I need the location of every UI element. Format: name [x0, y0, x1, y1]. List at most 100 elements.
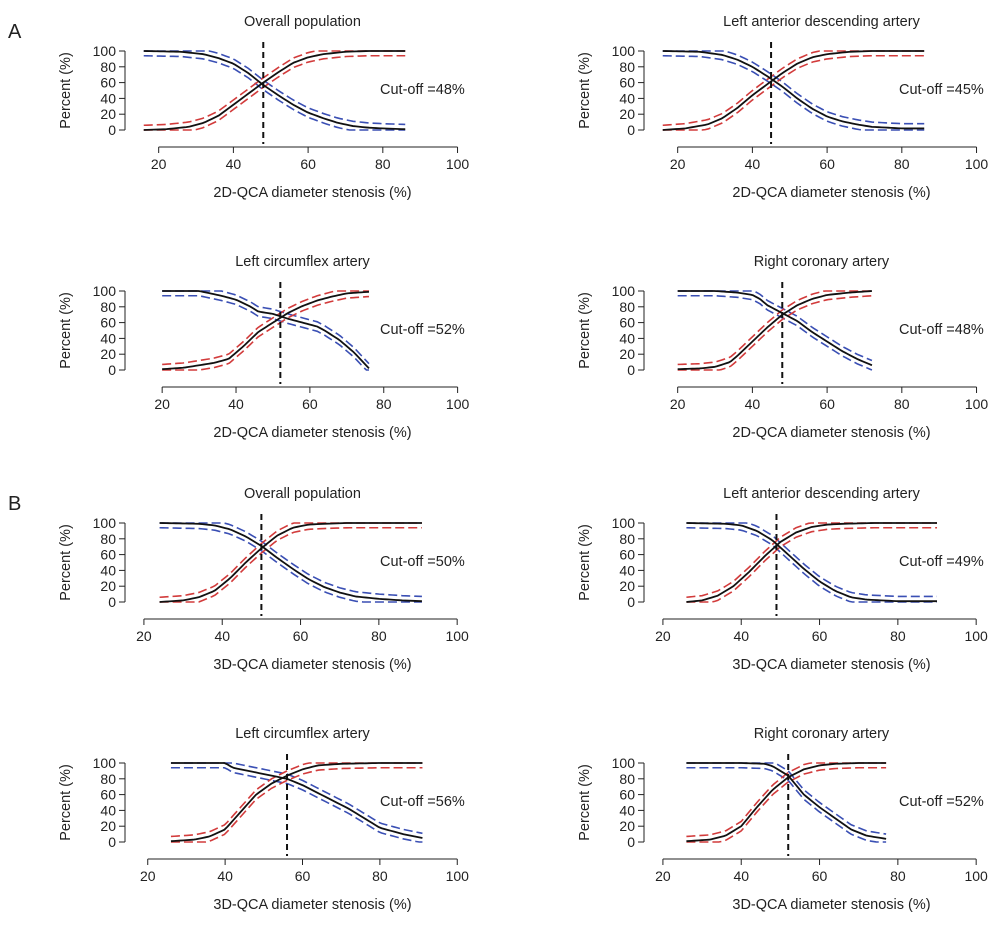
sensitivity-lower-ci	[662, 54, 925, 131]
x-axis-label: 3D-QCA diameter stenosis (%)	[732, 897, 930, 913]
y-tick-label: 20	[619, 818, 635, 834]
x-tick-label: 80	[894, 156, 910, 172]
specificity-curve	[686, 522, 938, 603]
y-tick-label: 20	[619, 106, 635, 122]
y-tick-label: 100	[93, 283, 117, 299]
specificity-upper-ci	[159, 522, 422, 598]
specificity-curve	[162, 290, 370, 370]
x-tick-label: 20	[655, 628, 671, 644]
x-axis-label: 3D-QCA diameter stenosis (%)	[732, 657, 930, 673]
cutoff-annotation: Cut-off =52%	[899, 794, 984, 810]
x-tick-label: 40	[214, 628, 230, 644]
y-axis-label: Percent (%)	[577, 52, 593, 129]
x-tick-label: 60	[812, 628, 828, 644]
y-tick-label: 0	[108, 362, 116, 378]
x-tick-label: 20	[140, 868, 156, 884]
x-tick-label: 60	[300, 156, 316, 172]
panel-title: Left anterior descending artery	[723, 486, 920, 502]
y-tick-label: 60	[619, 315, 635, 331]
y-tick-label: 100	[612, 515, 636, 531]
sensitivity-lower-ci	[677, 294, 872, 371]
sensitivity-curve	[686, 762, 887, 843]
x-tick-label: 80	[890, 628, 906, 644]
y-tick-label: 40	[619, 330, 635, 346]
panel-title: Overall population	[244, 486, 361, 502]
x-tick-label: 60	[819, 156, 835, 172]
specificity-lower-ci	[159, 526, 422, 603]
specificity-lower-ci	[143, 54, 406, 131]
y-tick-label: 40	[100, 90, 116, 106]
panel-title: Right coronary artery	[754, 254, 890, 270]
specificity-lower-ci	[686, 766, 887, 843]
panel-title: Left anterior descending artery	[723, 14, 920, 30]
y-tick-label: 80	[619, 531, 635, 547]
x-tick-label: 80	[371, 628, 387, 644]
cutoff-annotation: Cut-off =49%	[899, 554, 984, 570]
x-tick-label: 100	[964, 628, 988, 644]
y-tick-label: 20	[100, 106, 116, 122]
y-tick-label: 60	[619, 75, 635, 91]
y-tick-label: 100	[612, 755, 636, 771]
y-axis-label: Percent (%)	[58, 292, 74, 369]
specificity-upper-ci	[677, 290, 873, 362]
y-tick-label: 60	[619, 787, 635, 803]
specificity-lower-ci	[677, 294, 873, 371]
x-tick-label: 60	[302, 396, 318, 412]
y-axis-label: Percent (%)	[577, 524, 593, 601]
x-tick-label: 40	[733, 628, 749, 644]
x-tick-label: 80	[375, 156, 391, 172]
x-tick-label: 100	[446, 868, 470, 884]
x-tick-label: 20	[670, 156, 686, 172]
x-axis-label: 3D-QCA diameter stenosis (%)	[213, 897, 411, 913]
specificity-upper-ci	[662, 50, 925, 125]
sensitivity-lower-ci	[686, 766, 887, 843]
cutoff-annotation: Cut-off =45%	[899, 82, 984, 98]
specificity-lower-ci	[686, 526, 938, 603]
panel-title: Left circumflex artery	[235, 254, 370, 270]
y-tick-label: 60	[100, 75, 116, 91]
sensitivity-upper-ci	[662, 50, 925, 127]
y-tick-label: 20	[100, 818, 116, 834]
specificity-upper-ci	[686, 522, 938, 598]
sensitivity-lower-ci	[162, 295, 370, 371]
x-tick-label: 20	[154, 396, 170, 412]
sensitivity-curve	[170, 762, 423, 843]
y-tick-label: 80	[100, 771, 116, 787]
y-tick-label: 0	[108, 122, 116, 138]
cutoff-annotation: Cut-off =48%	[380, 82, 465, 98]
x-tick-label: 40	[228, 396, 244, 412]
x-tick-label: 20	[670, 396, 686, 412]
y-tick-label: 80	[619, 59, 635, 75]
cutoff-annotation: Cut-off =56%	[380, 794, 465, 810]
x-tick-label: 20	[655, 868, 671, 884]
x-axis-label: 3D-QCA diameter stenosis (%)	[213, 657, 411, 673]
specificity-lower-ci	[662, 54, 925, 131]
chart-panel: Left anterior descending artery020406080…	[577, 486, 988, 673]
x-tick-label: 100	[964, 868, 988, 884]
y-tick-label: 80	[100, 59, 116, 75]
y-axis-label: Percent (%)	[58, 764, 74, 841]
sensitivity-curve	[143, 50, 406, 131]
y-tick-label: 60	[100, 547, 116, 563]
y-tick-label: 20	[100, 346, 116, 362]
specificity-curve	[170, 762, 423, 839]
sensitivity-lower-ci	[143, 54, 406, 131]
x-tick-label: 100	[446, 396, 470, 412]
x-tick-label: 40	[745, 396, 761, 412]
section-label-b: B	[8, 493, 21, 515]
cutoff-annotation: Cut-off =52%	[380, 322, 465, 338]
x-tick-label: 100	[445, 628, 469, 644]
y-tick-label: 40	[100, 802, 116, 818]
y-tick-label: 40	[619, 90, 635, 106]
specificity-curve	[143, 50, 406, 131]
x-axis-label: 2D-QCA diameter stenosis (%)	[732, 185, 930, 201]
x-tick-label: 20	[151, 156, 167, 172]
x-tick-label: 40	[226, 156, 242, 172]
y-tick-label: 80	[100, 299, 116, 315]
y-tick-label: 100	[612, 283, 636, 299]
y-tick-label: 100	[93, 43, 117, 59]
